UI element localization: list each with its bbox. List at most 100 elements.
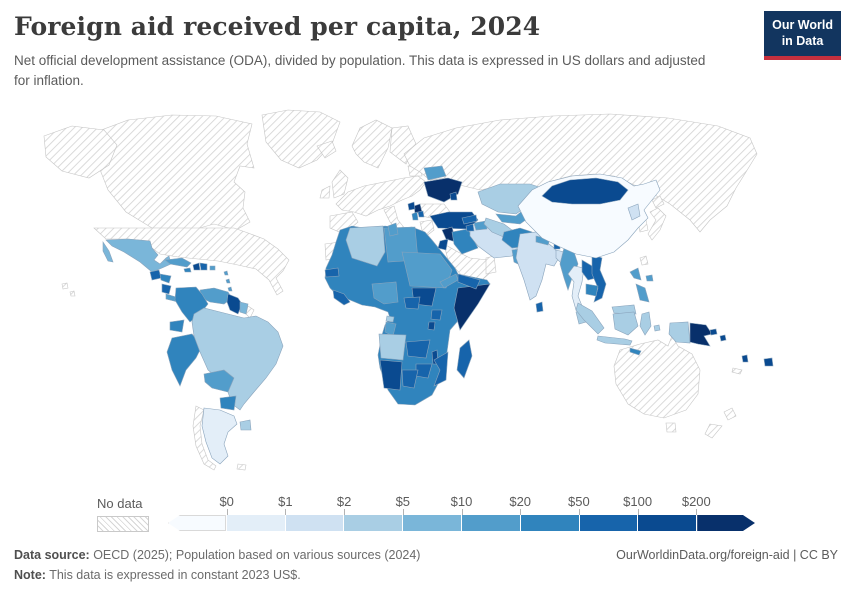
country-turkey[interactable] bbox=[429, 211, 479, 230]
country-angola[interactable] bbox=[378, 333, 407, 361]
country-united-kingdom[interactable] bbox=[331, 169, 349, 199]
country-paraguay[interactable] bbox=[219, 395, 237, 411]
country-moldova[interactable] bbox=[449, 191, 458, 201]
country-north-korea[interactable] bbox=[627, 203, 641, 221]
country-taiwan[interactable] bbox=[639, 255, 649, 266]
country-jordan[interactable] bbox=[437, 238, 449, 251]
country-mexico[interactable] bbox=[105, 238, 172, 273]
country-mongolia[interactable] bbox=[541, 177, 629, 205]
country-vietnam[interactable] bbox=[591, 253, 607, 303]
country-armenia[interactable] bbox=[465, 223, 475, 232]
country-chile[interactable] bbox=[192, 405, 217, 471]
country-belarus[interactable] bbox=[423, 165, 447, 181]
region-lesser-antilles[interactable] bbox=[223, 270, 233, 292]
country-alaska[interactable] bbox=[43, 125, 118, 179]
country-myanmar[interactable] bbox=[559, 247, 579, 291]
legend-segment[interactable] bbox=[461, 515, 521, 531]
country-zambia[interactable] bbox=[405, 339, 431, 359]
country-oman[interactable] bbox=[485, 255, 497, 275]
legend-segment[interactable] bbox=[697, 515, 755, 531]
country-timor-leste[interactable] bbox=[629, 347, 642, 356]
legend-segment[interactable] bbox=[168, 515, 227, 531]
country-indonesia[interactable] bbox=[575, 302, 691, 346]
country-australia[interactable] bbox=[613, 335, 701, 419]
country-philippines[interactable] bbox=[629, 267, 654, 303]
region-new-caledonia[interactable] bbox=[731, 367, 743, 375]
country-somalia[interactable] bbox=[453, 283, 491, 331]
country-equatorial-guinea[interactable] bbox=[385, 315, 395, 323]
country-cambodia[interactable] bbox=[585, 283, 599, 297]
country-central-african-republic[interactable] bbox=[403, 296, 421, 310]
country-honduras[interactable] bbox=[159, 273, 172, 284]
legend-segment[interactable] bbox=[403, 515, 462, 531]
country-algeria[interactable] bbox=[345, 225, 386, 267]
country-ecuador[interactable] bbox=[169, 319, 185, 333]
country-guatemala[interactable] bbox=[149, 269, 162, 281]
country-uruguay[interactable] bbox=[239, 419, 252, 431]
country-albania[interactable] bbox=[411, 211, 419, 221]
country-mozambique[interactable] bbox=[433, 351, 449, 387]
region-europe-mainland[interactable] bbox=[335, 175, 427, 217]
legend-segment[interactable] bbox=[226, 515, 286, 531]
owid-link[interactable]: OurWorldinData.org/foreign-aid | CC BY bbox=[616, 548, 838, 562]
legend-segment[interactable] bbox=[344, 515, 404, 531]
country-fiji[interactable] bbox=[763, 357, 774, 367]
legend-tick-label: $5 bbox=[395, 494, 411, 509]
country-bosnia[interactable] bbox=[407, 201, 416, 211]
country-argentina[interactable] bbox=[201, 407, 238, 465]
country-madagascar[interactable] bbox=[456, 339, 473, 379]
country-solomon-islands[interactable] bbox=[709, 328, 727, 342]
country-papua-new-guinea[interactable] bbox=[689, 322, 713, 347]
country-nicaragua[interactable] bbox=[161, 283, 172, 295]
legend-tick-label: $2 bbox=[336, 494, 352, 509]
region-rwanda-burundi[interactable] bbox=[427, 321, 436, 331]
country-azerbaijan[interactable] bbox=[473, 220, 488, 231]
region-baja-california[interactable] bbox=[102, 241, 114, 263]
region-tasmania[interactable] bbox=[665, 422, 677, 433]
legend-tick-label: $200 bbox=[681, 494, 711, 509]
country-sri-lanka[interactable] bbox=[535, 301, 544, 313]
country-tunisia[interactable] bbox=[387, 222, 399, 237]
country-nigeria[interactable] bbox=[371, 281, 399, 305]
country-haiti[interactable] bbox=[192, 262, 201, 271]
country-thailand[interactable] bbox=[567, 265, 585, 311]
legend-segment[interactable] bbox=[579, 515, 639, 531]
legend-segment[interactable] bbox=[520, 515, 580, 531]
country-iraq[interactable] bbox=[451, 228, 479, 255]
legend-tick-label: $1 bbox=[278, 494, 293, 509]
country-dominican-republic[interactable] bbox=[199, 262, 208, 271]
country-suriname[interactable] bbox=[239, 301, 249, 315]
region-scandinavia[interactable] bbox=[351, 119, 393, 169]
country-cuba[interactable] bbox=[164, 257, 192, 268]
country-hawaii[interactable] bbox=[61, 282, 76, 297]
region-falkland-islands[interactable] bbox=[236, 463, 247, 471]
legend-segment[interactable] bbox=[285, 515, 345, 531]
owid-logo[interactable]: Our World in Data bbox=[764, 11, 841, 60]
note-label: Note: bbox=[14, 568, 46, 582]
country-canada[interactable] bbox=[85, 114, 255, 231]
country-georgia[interactable] bbox=[461, 214, 478, 225]
country-greenland[interactable] bbox=[261, 109, 341, 169]
country-japan[interactable] bbox=[647, 195, 667, 241]
legend-bar bbox=[168, 515, 755, 531]
region-puerto-rico[interactable] bbox=[209, 265, 216, 271]
country-jamaica[interactable] bbox=[183, 267, 192, 273]
country-united-states[interactable] bbox=[93, 227, 290, 296]
country-new-zealand[interactable] bbox=[704, 407, 737, 439]
country-vanuatu[interactable] bbox=[741, 354, 749, 363]
country-iceland[interactable] bbox=[316, 140, 337, 159]
country-botswana[interactable] bbox=[401, 369, 419, 389]
legend-no-data-swatch[interactable] bbox=[97, 516, 149, 532]
country-guyana[interactable] bbox=[226, 293, 243, 315]
country-ireland[interactable] bbox=[319, 185, 331, 199]
legend-segment[interactable] bbox=[638, 515, 698, 531]
region-sierra-leone-liberia[interactable] bbox=[332, 289, 351, 306]
country-brazil[interactable] bbox=[191, 307, 284, 411]
country-uganda[interactable] bbox=[430, 309, 443, 321]
country-senegal[interactable] bbox=[324, 267, 340, 278]
country-yemen[interactable] bbox=[457, 273, 481, 290]
country-namibia[interactable] bbox=[379, 359, 403, 391]
legend-tick-label: $20 bbox=[509, 494, 532, 509]
country-bolivia[interactable] bbox=[203, 369, 235, 393]
country-north-macedonia[interactable] bbox=[417, 210, 425, 218]
